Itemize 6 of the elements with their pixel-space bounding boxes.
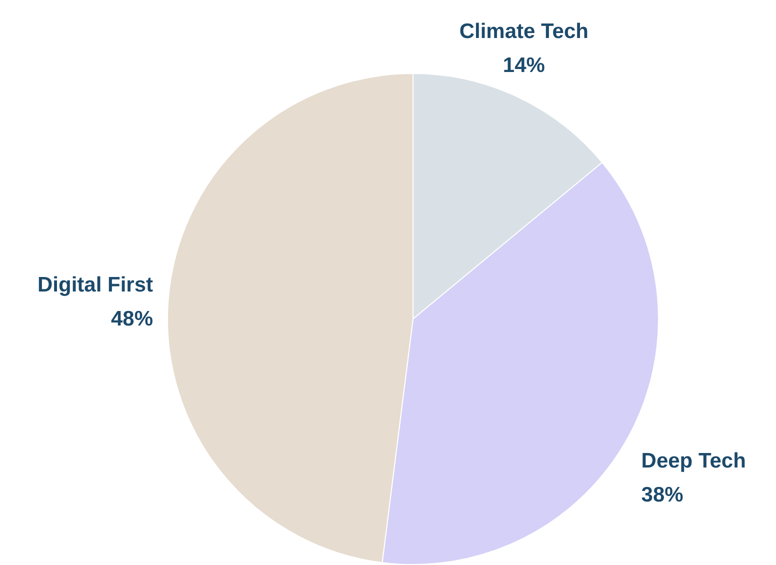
- slice-label: Climate Tech: [459, 20, 588, 44]
- data-label: 48%: [110, 307, 154, 330]
- slice-label: Digital First: [38, 273, 154, 296]
- data-label: 38%: [641, 483, 684, 506]
- slice-label: Deep Tech: [641, 449, 746, 472]
- data-label: 14%: [502, 54, 546, 78]
